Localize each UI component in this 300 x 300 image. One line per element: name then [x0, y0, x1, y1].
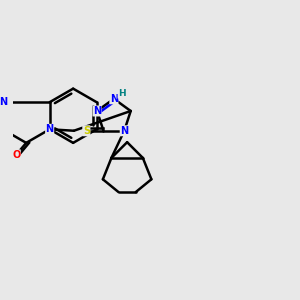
Text: N: N: [46, 124, 54, 134]
Text: N: N: [93, 106, 101, 116]
Text: O: O: [12, 150, 20, 160]
Text: N: N: [0, 97, 7, 107]
Text: N: N: [120, 126, 128, 136]
Text: S: S: [83, 126, 90, 136]
Text: H: H: [118, 89, 126, 98]
Text: N: N: [110, 94, 118, 104]
